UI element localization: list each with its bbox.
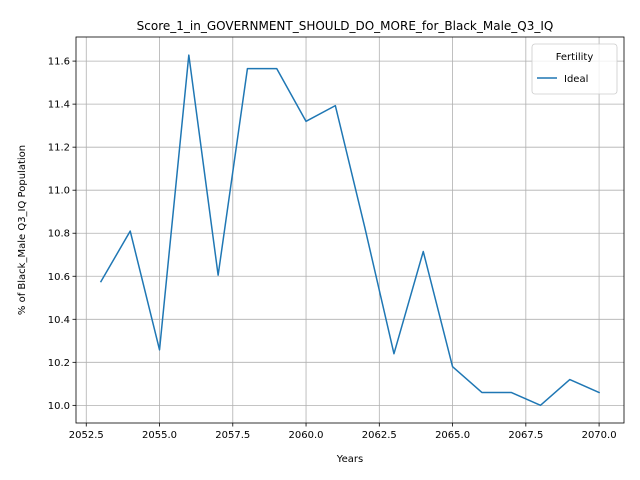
y-tick-label: 11.0 <box>48 186 70 197</box>
x-tick-label: 2065.0 <box>435 430 470 441</box>
y-tick-label: 10.0 <box>48 401 70 412</box>
x-tick-label: 2057.5 <box>215 430 250 441</box>
x-axis-label: Years <box>336 454 363 465</box>
x-axis: 2052.5 2055.0 2057.5 2060.0 2062.5 2065.0 2067… <box>69 423 617 441</box>
series-layer <box>99 54 601 407</box>
chart-title: Score_1_in_GOVERNMENT_SHOULD_DO_MORE_for… <box>137 19 554 33</box>
legend-title: Fertility <box>556 52 594 63</box>
x-tick-label: 2052.5 <box>69 430 104 441</box>
grid <box>76 37 624 423</box>
y-tick-label: 11.2 <box>48 143 70 154</box>
legend-label-ideal: Ideal <box>564 74 588 85</box>
y-tick-label: 10.6 <box>48 272 70 283</box>
legend-box <box>531 43 618 95</box>
x-tick-label: 2060.0 <box>289 430 324 441</box>
y-tick-label: 11.6 <box>48 57 70 68</box>
y-tick-label: 10.8 <box>48 229 70 240</box>
series-line-ideal <box>99 54 601 407</box>
x-tick-label: 2062.5 <box>362 430 397 441</box>
plot-area-frame <box>75 36 625 424</box>
y-tick-label: 10.4 <box>48 315 70 326</box>
legend: Fertility Ideal <box>531 43 618 95</box>
y-tick-label: 10.2 <box>48 358 70 369</box>
x-tick-label: 2070.0 <box>582 430 617 441</box>
y-axis-label: % of Black_Male Q3_IQ Population <box>17 145 28 315</box>
x-tick-label: 2055.0 <box>142 430 177 441</box>
y-tick-label: 11.4 <box>48 100 70 111</box>
x-tick-label: 2067.5 <box>508 430 543 441</box>
y-axis: 10.0 10.2 10.4 10.6 10.8 11.0 11.2 11.4 11.6 <box>48 57 76 412</box>
